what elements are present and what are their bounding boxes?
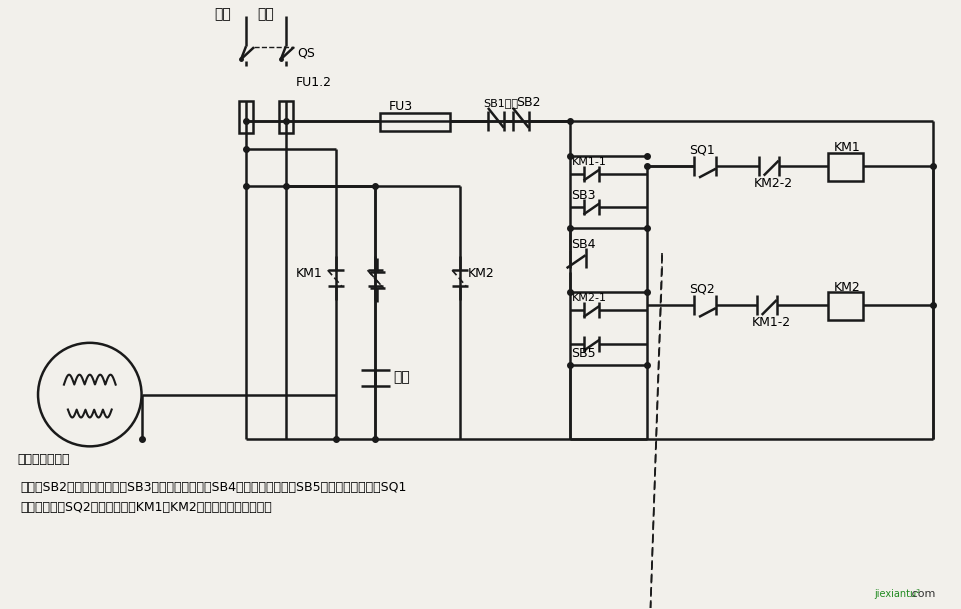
- Text: SB2: SB2: [515, 96, 540, 110]
- Bar: [827, 292, 862, 320]
- Text: KM2: KM2: [468, 267, 494, 280]
- Text: FU1.2: FU1.2: [296, 76, 332, 88]
- Text: 电容: 电容: [393, 371, 409, 385]
- Bar: [827, 153, 862, 180]
- Text: jiexiantu²: jiexiantu²: [874, 589, 920, 599]
- Text: SQ1: SQ1: [688, 143, 714, 157]
- Text: 说明：SB2为上升启动按鈕，SB3为上升点动按鈕，SB4为下降启动按鈕，SB5为下降点动按鈕；SQ1: 说明：SB2为上升启动按鈕，SB3为上升点动按鈕，SB4为下降启动按鈕，SB5为…: [20, 481, 407, 494]
- Text: 零线: 零线: [257, 7, 274, 21]
- Text: KM1: KM1: [832, 141, 859, 154]
- Text: KM2: KM2: [832, 281, 859, 294]
- Text: SQ2: SQ2: [688, 283, 714, 295]
- Text: FU3: FU3: [388, 100, 412, 113]
- Text: SB5: SB5: [571, 347, 596, 361]
- Text: QS: QS: [297, 47, 314, 60]
- Text: .com: .com: [908, 589, 935, 599]
- Text: KM2-1: KM2-1: [571, 293, 606, 303]
- Bar: [239, 101, 253, 133]
- Text: SB1停止: SB1停止: [482, 98, 517, 108]
- Bar: [380, 113, 450, 131]
- Text: KM2-2: KM2-2: [753, 177, 792, 190]
- Text: SB3: SB3: [571, 189, 596, 202]
- Text: 火线: 火线: [214, 7, 231, 21]
- Text: KM1-1: KM1-1: [571, 157, 605, 167]
- Text: KM1: KM1: [296, 267, 322, 280]
- Text: 单相电容电动机: 单相电容电动机: [17, 452, 69, 466]
- Bar: [279, 101, 292, 133]
- Text: KM1-2: KM1-2: [751, 317, 790, 329]
- Text: 为最高限位，SQ2为最低限位。KM1、KM2可用中间继电器代替。: 为最高限位，SQ2为最低限位。KM1、KM2可用中间继电器代替。: [20, 501, 272, 513]
- Text: SB4: SB4: [571, 238, 596, 251]
